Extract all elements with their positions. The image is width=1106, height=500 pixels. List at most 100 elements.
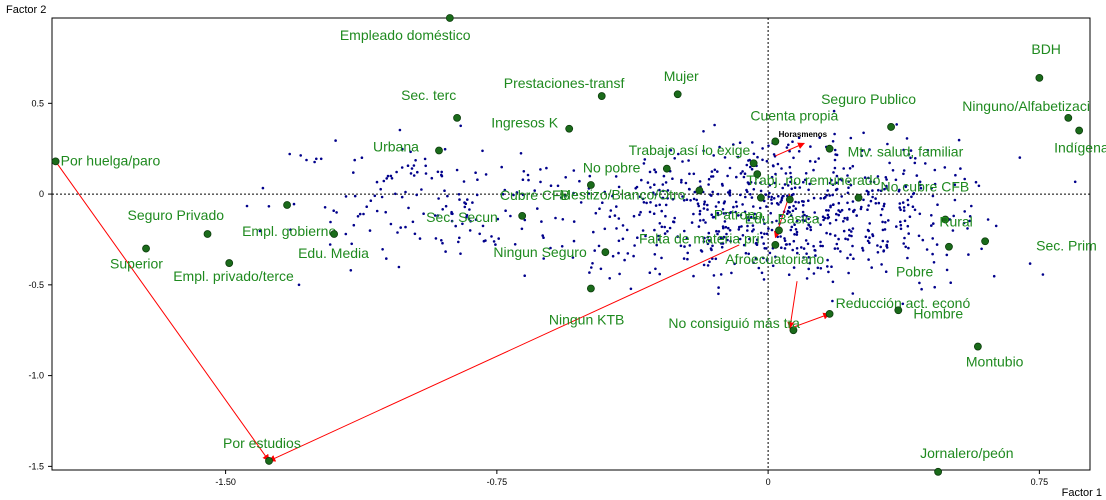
individual-point <box>520 227 524 231</box>
category-label: Cubre CFB <box>500 187 570 203</box>
individual-point <box>739 193 742 197</box>
individual-point <box>594 211 598 215</box>
individual-point <box>422 212 425 215</box>
individual-point <box>819 267 823 270</box>
individual-point <box>682 199 686 202</box>
individual-point <box>828 181 832 185</box>
individual-point <box>666 230 669 233</box>
individual-point <box>809 228 813 232</box>
individual-point <box>851 164 855 168</box>
individual-point <box>360 156 364 159</box>
individual-point <box>831 183 835 186</box>
individual-point <box>353 158 357 162</box>
individual-point <box>902 209 906 212</box>
individual-point <box>805 227 809 230</box>
individual-point <box>501 192 505 196</box>
individual-point <box>868 236 871 239</box>
individual-point <box>409 172 413 175</box>
individual-point <box>963 177 966 181</box>
individual-point <box>865 189 869 193</box>
individual-point <box>720 245 724 249</box>
individual-point <box>1028 262 1032 265</box>
individual-point <box>831 140 835 143</box>
individual-point <box>410 167 414 170</box>
individual-point <box>461 222 464 226</box>
individual-point <box>802 256 805 259</box>
individual-point <box>652 191 655 194</box>
individual-point <box>396 231 399 234</box>
individual-point <box>775 219 778 223</box>
individual-point <box>395 170 398 174</box>
individual-point <box>752 188 756 191</box>
individual-point <box>299 154 303 157</box>
individual-point <box>539 180 542 184</box>
category-label: Jornalero/peón <box>920 445 1013 461</box>
individual-point <box>891 169 895 172</box>
individual-point <box>404 225 407 229</box>
individual-point <box>777 203 780 206</box>
individual-point <box>648 210 652 214</box>
individual-point <box>655 243 658 247</box>
individual-point <box>441 241 444 245</box>
individual-point <box>599 267 603 271</box>
category-label: Rural <box>939 213 972 229</box>
supplementary-label: Horasmenos <box>779 130 828 139</box>
individual-point <box>590 266 593 269</box>
individual-point <box>774 255 777 259</box>
individual-point <box>639 210 642 214</box>
individual-point <box>846 201 849 205</box>
individual-point <box>833 158 837 162</box>
individual-point <box>385 257 388 260</box>
individual-point <box>459 252 462 255</box>
individual-point <box>1018 156 1022 159</box>
individual-point <box>617 185 621 189</box>
individual-point <box>375 209 379 213</box>
individual-point <box>706 208 709 211</box>
individual-point <box>617 239 621 243</box>
individual-point <box>692 197 696 201</box>
individual-point <box>645 201 648 205</box>
individual-point <box>459 124 463 128</box>
category-point <box>973 342 982 351</box>
individual-point <box>671 197 675 201</box>
individual-point <box>868 222 871 225</box>
individual-point <box>823 216 827 220</box>
individual-point <box>895 225 898 228</box>
individual-point <box>899 208 902 212</box>
individual-point <box>832 171 835 174</box>
individual-point <box>804 239 808 242</box>
individual-point <box>794 200 797 204</box>
individual-point <box>886 142 889 146</box>
individual-point <box>350 242 354 246</box>
individual-point <box>866 239 870 243</box>
individual-point <box>592 230 595 234</box>
individual-point <box>458 198 461 201</box>
individual-point <box>881 220 884 224</box>
individual-point <box>848 208 851 211</box>
category-point <box>453 113 461 122</box>
individual-point <box>484 173 488 176</box>
tick-layer: -1.50 -0.75 0 0.75 0.5 0 -0.5 -1.0 -1.5 <box>28 98 1048 487</box>
individual-point <box>676 235 679 238</box>
individual-point <box>931 252 934 256</box>
y-axis-title: Factor 2 <box>6 4 46 16</box>
individual-point <box>698 209 702 213</box>
individual-point <box>685 198 689 201</box>
individual-point <box>898 188 901 192</box>
individual-point <box>681 195 684 198</box>
individual-point <box>936 203 939 206</box>
individual-point <box>334 139 337 142</box>
individual-point <box>902 206 906 209</box>
individual-point <box>601 201 604 204</box>
individual-point <box>779 200 782 204</box>
individual-point <box>722 201 726 205</box>
individual-point <box>847 186 850 189</box>
individual-point <box>839 210 842 214</box>
individual-point <box>572 220 576 223</box>
individual-point <box>895 123 898 126</box>
category-label: Mujer <box>664 68 699 84</box>
individual-point <box>881 239 885 243</box>
individual-point <box>974 180 978 184</box>
individual-point <box>700 250 704 253</box>
individual-point <box>812 244 815 248</box>
